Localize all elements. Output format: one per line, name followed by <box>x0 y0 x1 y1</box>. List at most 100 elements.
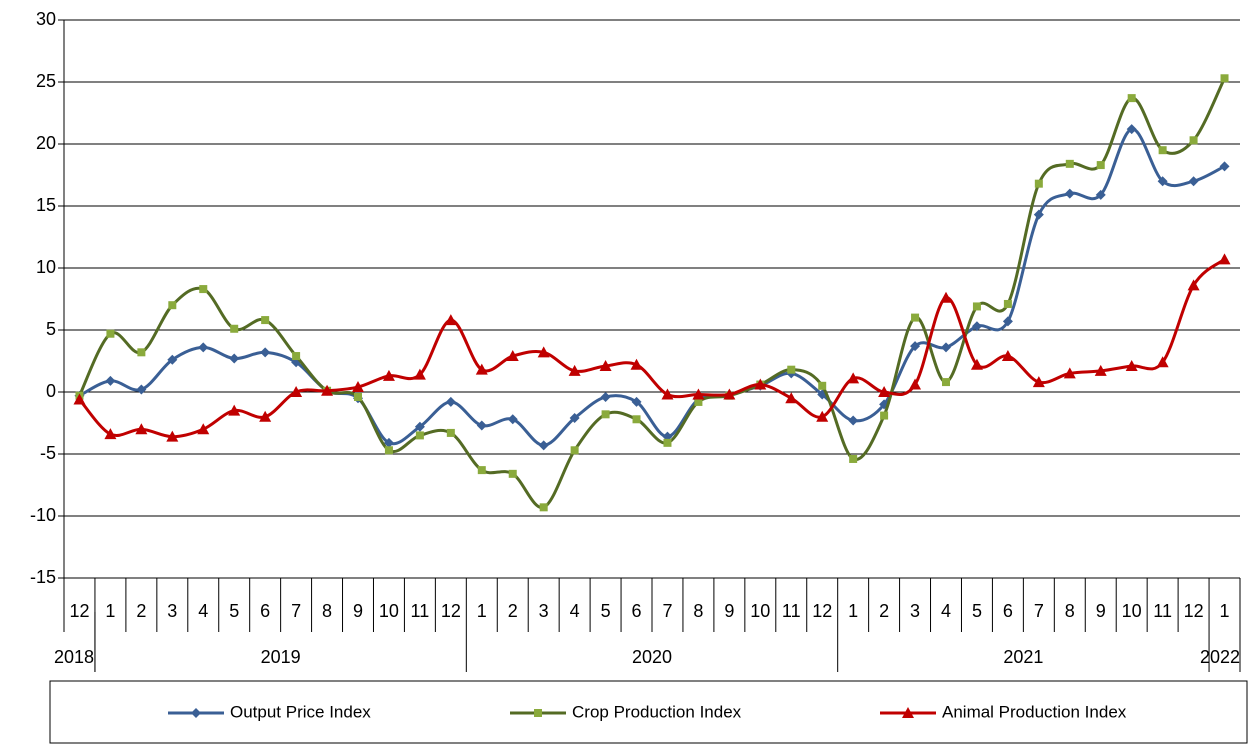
marker <box>849 454 858 463</box>
marker <box>137 348 146 357</box>
x-tick-label: 4 <box>941 601 951 621</box>
marker <box>601 410 610 419</box>
marker <box>191 708 201 718</box>
marker <box>136 384 147 395</box>
marker <box>880 411 889 420</box>
x-tick-label: 12 <box>812 601 832 621</box>
marker <box>230 324 239 333</box>
marker <box>1033 209 1044 220</box>
marker <box>1219 161 1230 172</box>
legend-item: Output Price Index <box>168 702 371 721</box>
marker <box>787 365 796 374</box>
marker <box>661 388 674 400</box>
year-label: 2021 <box>1003 647 1043 667</box>
x-tick-label: 5 <box>229 601 239 621</box>
marker <box>383 437 394 448</box>
marker <box>1127 94 1136 103</box>
x-tick-label: 12 <box>1184 601 1204 621</box>
marker <box>663 438 672 447</box>
marker <box>508 469 517 478</box>
marker <box>1095 189 1106 200</box>
marker <box>1220 74 1229 83</box>
marker <box>475 363 488 375</box>
marker <box>754 378 767 390</box>
marker <box>972 302 981 311</box>
marker <box>1096 161 1105 170</box>
marker <box>321 384 334 396</box>
marker <box>104 428 117 440</box>
marker <box>292 352 301 361</box>
marker <box>168 301 177 310</box>
x-tick-label: 8 <box>693 601 703 621</box>
marker <box>197 423 210 435</box>
x-tick-label: 2 <box>508 601 518 621</box>
marker <box>723 388 736 400</box>
marker <box>445 396 456 407</box>
marker <box>228 404 241 416</box>
marker <box>354 392 362 401</box>
marker <box>1189 136 1198 145</box>
marker <box>477 466 486 475</box>
x-tick-label: 9 <box>724 601 734 621</box>
marker <box>631 396 642 407</box>
x-tick-label: 9 <box>1096 601 1106 621</box>
y-tick-label: 20 <box>36 133 56 153</box>
x-tick-label: 6 <box>260 601 270 621</box>
legend-box <box>49 680 1248 744</box>
marker <box>941 342 951 353</box>
marker <box>415 431 424 440</box>
marker <box>1156 356 1169 368</box>
marker <box>878 386 891 397</box>
marker <box>911 313 920 322</box>
marker <box>818 381 827 390</box>
x-tick-label: 4 <box>198 601 208 621</box>
marker <box>940 291 952 303</box>
marker <box>1158 146 1167 155</box>
marker <box>569 413 580 424</box>
y-tick-label: 30 <box>36 9 56 29</box>
marker <box>106 329 115 338</box>
year-label: 2018 <box>54 647 94 667</box>
legend-label: Crop Production Index <box>572 702 742 721</box>
marker <box>446 428 455 437</box>
x-tick-label: 1 <box>105 601 115 621</box>
marker <box>1032 376 1045 388</box>
marker <box>694 397 703 406</box>
marker <box>1002 316 1013 327</box>
marker <box>1001 350 1014 362</box>
legend-item: Animal Production Index <box>880 702 1127 721</box>
series-line <box>78 258 1226 439</box>
marker <box>384 446 393 455</box>
x-tick-label: 5 <box>601 601 611 621</box>
legend-label: Animal Production Index <box>942 702 1127 721</box>
marker <box>1126 124 1137 135</box>
x-tick-label: 1 <box>477 601 487 621</box>
marker <box>1094 364 1107 376</box>
marker <box>167 354 178 365</box>
x-tick-label: 1 <box>1220 601 1230 621</box>
x-tick-label: 6 <box>1003 601 1013 621</box>
x-tick-label: 9 <box>353 601 363 621</box>
marker <box>1064 188 1075 199</box>
x-tick-label: 4 <box>570 601 580 621</box>
marker <box>538 440 549 451</box>
marker <box>382 369 395 381</box>
marker <box>413 368 426 380</box>
y-tick-label: 5 <box>46 319 56 339</box>
marker <box>570 446 579 455</box>
legend-label: Output Price Index <box>230 702 371 721</box>
marker <box>444 314 457 326</box>
marker <box>506 350 519 362</box>
marker <box>910 341 921 352</box>
marker <box>229 353 240 364</box>
x-tick-label: 11 <box>411 601 430 621</box>
marker <box>909 378 922 390</box>
marker <box>73 393 86 405</box>
marker <box>260 347 271 358</box>
marker <box>539 503 548 512</box>
marker <box>600 391 611 402</box>
marker <box>199 285 208 294</box>
year-label: 2019 <box>261 647 301 667</box>
marker <box>1003 299 1012 308</box>
